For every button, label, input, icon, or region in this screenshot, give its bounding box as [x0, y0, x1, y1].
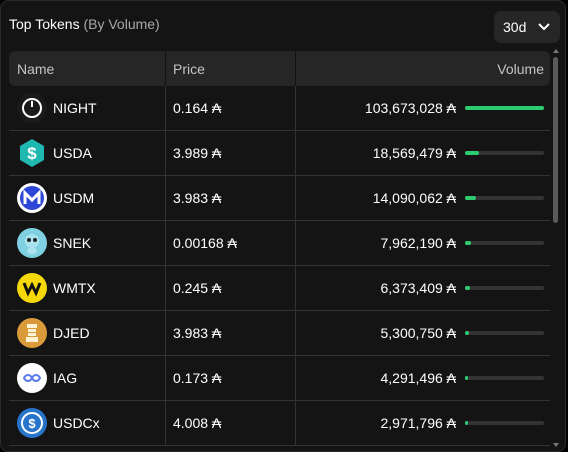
token-volume: 6,373,409 ₳ — [380, 280, 456, 296]
table-row[interactable]: $ USDA 3.989 ₳ 18,569,479 ₳ — [9, 131, 550, 176]
table-row[interactable]: NIGHT 0.164 ₳ 103,673,028 ₳ — [9, 86, 550, 131]
usdm-icon — [17, 183, 47, 213]
token-volume: 7,962,190 ₳ — [380, 235, 456, 251]
scroll-up-arrow[interactable] — [553, 49, 559, 53]
table-row[interactable]: USDM 3.983 ₳ 14,090,062 ₳ — [9, 176, 550, 221]
volume-bar — [465, 421, 544, 425]
token-price: 3.989 ₳ — [173, 145, 222, 161]
panel-header: Top Tokens (By Volume) — [9, 16, 160, 32]
panel-title: Top Tokens — [9, 16, 80, 32]
volume-bar — [465, 106, 544, 110]
token-name: DJED — [53, 325, 90, 341]
panel-subtitle: (By Volume) — [83, 16, 160, 32]
djed-icon — [17, 318, 47, 348]
wmtx-icon — [17, 273, 47, 303]
svg-text:$: $ — [27, 144, 37, 163]
token-name: SNEK — [53, 235, 92, 251]
token-name: WMTX — [53, 280, 96, 296]
volume-bar-fill — [465, 421, 469, 425]
volume-bar-fill — [465, 331, 470, 335]
token-price: 3.983 ₳ — [173, 325, 222, 341]
table-header: Name Price Volume — [9, 51, 550, 86]
table-row[interactable]: WMTX 0.245 ₳ 6,373,409 ₳ — [9, 266, 550, 311]
scrollbar-thumb[interactable] — [553, 57, 558, 223]
usda-icon: $ — [20, 139, 44, 167]
volume-bar — [465, 151, 544, 155]
token-price: 0.173 ₳ — [173, 370, 222, 386]
token-price: 0.00168 ₳ — [173, 235, 237, 251]
token-volume: 2,971,796 ₳ — [380, 415, 456, 431]
chevron-down-icon — [538, 23, 550, 31]
token-name: USDCx — [53, 415, 100, 431]
period-value: 30d — [503, 19, 527, 35]
token-name: IAG — [53, 370, 78, 386]
volume-bar-fill — [465, 196, 476, 200]
period-dropdown[interactable]: 30d — [494, 11, 560, 43]
svg-text:$: $ — [28, 416, 36, 431]
token-name: USDA — [53, 145, 92, 161]
table-row[interactable]: IAG 0.173 ₳ 4,291,496 ₳ — [9, 356, 550, 401]
token-price: 4.008 ₳ — [173, 415, 222, 431]
volume-bar-fill — [465, 106, 544, 110]
volume-bar — [465, 376, 544, 380]
usdcx-icon: $ — [17, 408, 47, 438]
table-row[interactable]: SNEK 0.00168 ₳ 7,962,190 ₳ — [9, 221, 550, 266]
token-volume: 18,569,479 ₳ — [372, 145, 456, 161]
column-header-name[interactable]: Name — [17, 61, 55, 77]
volume-bar-fill — [465, 286, 470, 290]
token-name: USDM — [53, 190, 95, 206]
volume-bar — [465, 286, 544, 290]
volume-bar — [465, 196, 544, 200]
token-price: 3.983 ₳ — [173, 190, 222, 206]
token-volume: 14,090,062 ₳ — [372, 190, 456, 206]
token-volume: 103,673,028 ₳ — [364, 100, 456, 116]
table-row[interactable]: $ USDCx 4.008 ₳ 2,971,796 ₳ — [9, 401, 550, 446]
volume-bar — [465, 241, 544, 245]
token-price: 0.245 ₳ — [173, 280, 222, 296]
volume-bar-fill — [465, 241, 472, 245]
iag-icon — [17, 363, 47, 393]
token-volume: 4,291,496 ₳ — [380, 370, 456, 386]
token-volume: 5,300,750 ₳ — [380, 325, 456, 341]
table-row[interactable]: DJED 3.983 ₳ 5,300,750 ₳ — [9, 311, 550, 356]
night-icon — [17, 93, 47, 123]
volume-bar-fill — [465, 151, 480, 155]
token-name: NIGHT — [53, 100, 97, 116]
snek-icon — [17, 228, 47, 258]
column-header-price[interactable]: Price — [173, 61, 205, 77]
token-price: 0.164 ₳ — [173, 100, 222, 116]
volume-bar-fill — [465, 376, 469, 380]
volume-bar — [465, 331, 544, 335]
column-header-volume[interactable]: Volume — [497, 61, 544, 77]
scroll-down-arrow[interactable] — [553, 443, 559, 447]
